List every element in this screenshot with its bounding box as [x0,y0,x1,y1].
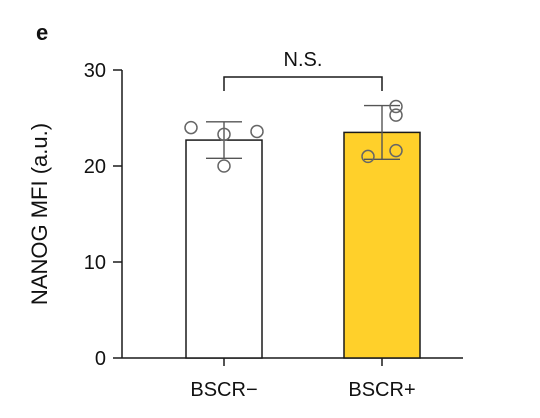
data-point [217,159,231,173]
significance-label: N.S. [284,49,323,71]
data-point [389,143,403,158]
x-tick-label: BSCR+ [348,379,415,401]
y-tick-label: 10 [84,252,106,274]
data-point [389,108,403,122]
y-axis-title: NANOG MFI (a.u.) [27,123,52,305]
significance-bracket: N.S. [223,49,383,91]
y-tick-label: 0 [95,348,106,370]
data-point [389,99,403,114]
y-axis: 0 10 20 30 [84,60,123,370]
data-point [361,149,375,164]
x-axis: BSCR− BSCR+ [122,357,463,401]
data-point [217,127,231,142]
panel-label: e [36,20,48,45]
y-tick-label: 20 [84,156,106,178]
data-points [184,99,403,173]
y-tick-label: 30 [84,60,106,82]
data-point [250,124,264,139]
x-tick-label: BSCR− [190,379,257,401]
bars [185,131,421,359]
significance-bracket-line [223,76,383,91]
data-point [184,120,198,135]
bar-bscr-plus [343,131,421,359]
bar-bscr-minus [185,139,263,359]
